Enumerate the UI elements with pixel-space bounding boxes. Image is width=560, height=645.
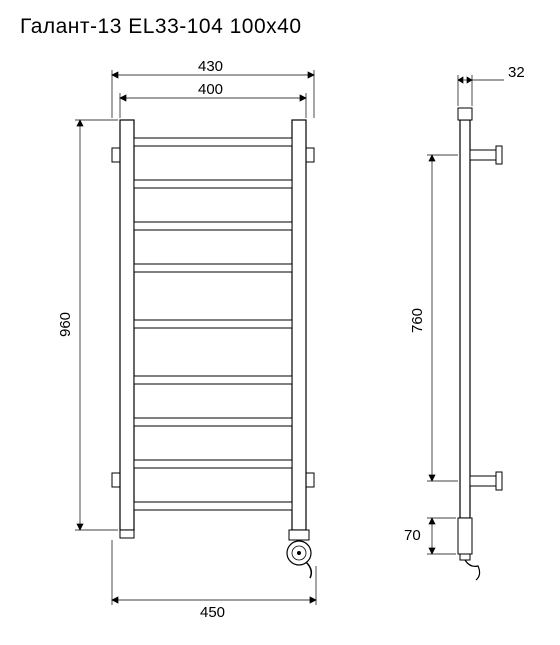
side-view: [458, 108, 502, 580]
dim-960: 960: [57, 312, 74, 337]
front-view: [112, 120, 314, 578]
heater-element: [287, 530, 311, 578]
dim-760: 760: [409, 308, 426, 333]
dim-70: 70: [404, 527, 421, 544]
side-mount-bottom: [470, 472, 502, 490]
dim-450: 450: [200, 604, 225, 621]
dim-400: 400: [198, 81, 223, 98]
technical-drawing: [0, 0, 560, 645]
dimensions: [75, 70, 504, 605]
dim-430: 430: [198, 58, 223, 75]
side-mount-top: [470, 146, 502, 164]
dim-32: 32: [508, 64, 525, 81]
